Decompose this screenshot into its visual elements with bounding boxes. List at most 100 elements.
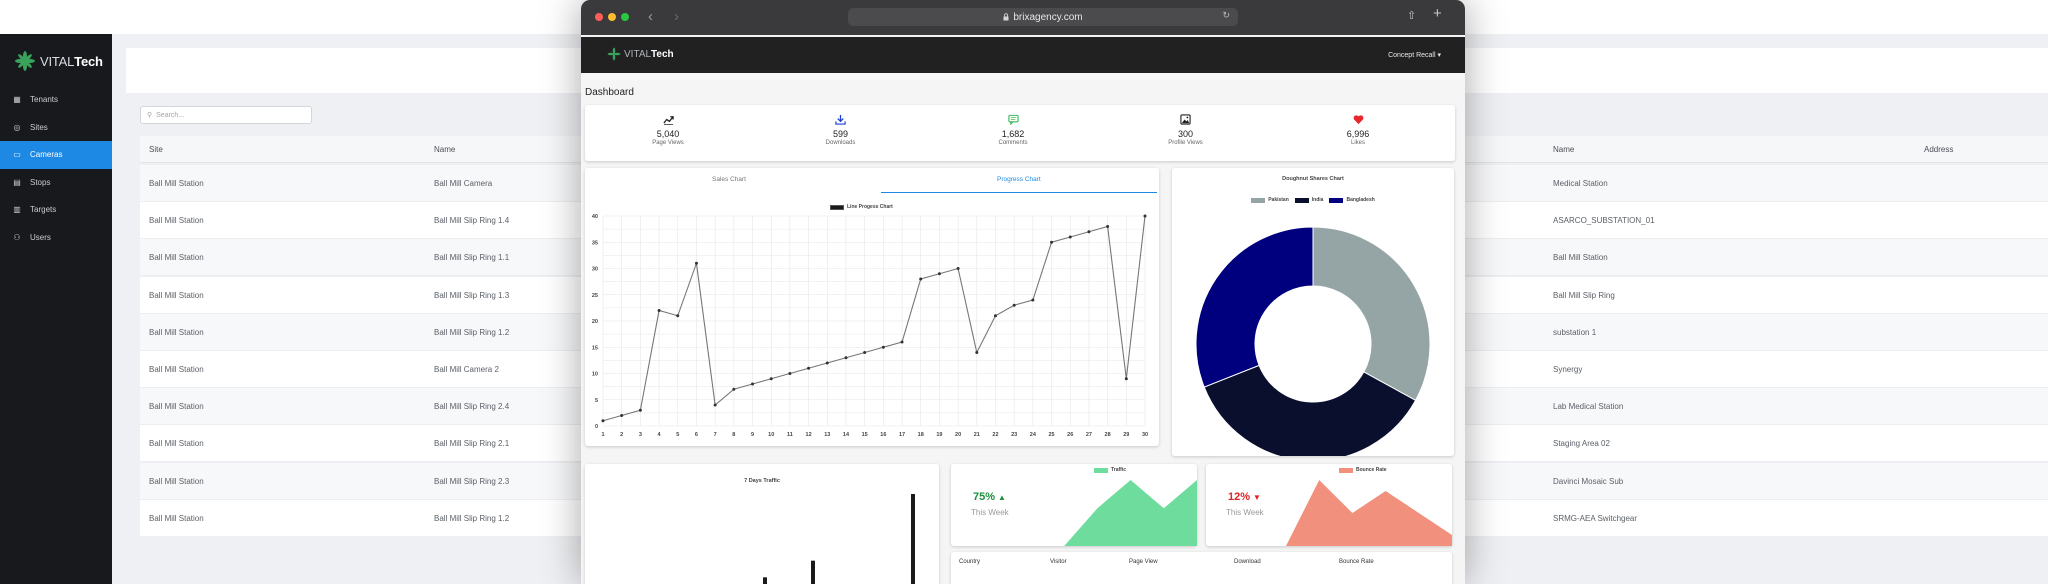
- sidebar-item-label: Sites: [30, 122, 48, 132]
- y-tick-label: 30: [592, 267, 598, 273]
- series-line: [602, 215, 1146, 422]
- sidebar-item-sites[interactable]: ◎ Sites: [0, 114, 112, 142]
- x-tick-label: 7: [714, 432, 717, 438]
- y-tick-label: 15: [592, 345, 598, 351]
- forward-arrow-icon[interactable]: ›: [674, 8, 679, 25]
- tab-progress-chart[interactable]: Progress Chart: [997, 176, 1041, 183]
- logo-suffix: Tech: [74, 53, 103, 69]
- leaf-logo-icon: [15, 51, 35, 71]
- traffic-bar[interactable]: [911, 494, 915, 584]
- browser-titlebar: ‹ › brixagency.com ↻ ⇧ +: [581, 0, 1465, 35]
- stat-label: Profile Views: [1168, 140, 1203, 146]
- area-fill: [1286, 480, 1452, 546]
- sidebar-item-cameras[interactable]: ▭ Cameras: [0, 141, 112, 169]
- close-window-button[interactable]: [595, 13, 603, 21]
- x-tick-label: 19: [936, 432, 942, 438]
- column-site[interactable]: Site: [149, 145, 163, 154]
- x-tick-label: 12: [806, 432, 812, 438]
- data-point: [993, 314, 997, 318]
- legend-swatch: [830, 204, 844, 210]
- column-name-2[interactable]: Name: [1553, 145, 1575, 154]
- data-point: [956, 267, 960, 270]
- background-logo: VITALTech: [14, 50, 103, 72]
- tab-sales-chart[interactable]: Sales Chart: [712, 176, 746, 183]
- cell-name: Ball Mill Slip Ring 2.1: [434, 439, 510, 449]
- column-download[interactable]: Download: [1234, 559, 1261, 565]
- x-tick-label: 15: [862, 432, 868, 438]
- stat-label: Page Views: [652, 140, 684, 146]
- data-point: [807, 366, 811, 370]
- cell-site: Ball Mill Station: [149, 513, 204, 523]
- cell-name2: Lab Medical Station: [1553, 402, 1624, 412]
- x-tick-label: 14: [843, 432, 850, 438]
- browser-window: ‹ › brixagency.com ↻ ⇧ + VITALTech Con: [581, 0, 1465, 584]
- background-nav: ▦ Tenants ◎ Sites ▭ Cameras ▤ Stops ▥ Targets ⚇ Use…: [0, 86, 112, 251]
- stat-label: Comments: [998, 140, 1028, 146]
- data-point: [1106, 225, 1110, 228]
- maximize-window-button[interactable]: [621, 13, 629, 21]
- cell-name: Ball Mill Camera: [434, 179, 493, 188]
- app-logo[interactable]: VITALTech: [607, 47, 674, 61]
- url-text: brixagency.com: [1013, 11, 1083, 23]
- sidebar-item-label: Cameras: [30, 150, 63, 160]
- column-page-view[interactable]: Page View: [1129, 559, 1158, 565]
- column-country[interactable]: Country: [959, 559, 981, 565]
- y-tick-label: 35: [592, 240, 598, 246]
- trending-up-icon: [613, 114, 723, 125]
- new-tab-icon[interactable]: +: [1433, 5, 1442, 22]
- data-point: [620, 414, 624, 417]
- legend-swatch: [1094, 467, 1108, 473]
- data-point: [900, 340, 904, 344]
- doughnut-slice-bangladesh[interactable]: [1195, 226, 1314, 388]
- column-address[interactable]: Address: [1924, 145, 1954, 154]
- x-tick-label: 13: [824, 432, 830, 438]
- cell-site: Ball Mill Station: [149, 402, 204, 412]
- back-arrow-icon[interactable]: ‹: [648, 8, 653, 25]
- sidebar-item-tenants[interactable]: ▦ Tenants: [0, 86, 112, 114]
- user-menu-dropdown[interactable]: Concept Recall ▾: [1388, 52, 1441, 59]
- sidebar-item-users[interactable]: ⚇ Users: [0, 224, 112, 252]
- traffic-bar[interactable]: [811, 560, 815, 584]
- y-tick-label: 25: [592, 293, 598, 299]
- legend-item-pakistan[interactable]: Pakistan: [1251, 197, 1289, 203]
- cell-name: Ball Mill Camera 2: [434, 365, 499, 374]
- doughnut-chart-title: Doughnut Shares Chart: [1282, 176, 1344, 182]
- legend-item-bangladesh[interactable]: Bangladesh: [1329, 197, 1375, 203]
- y-tick-label: 10: [592, 372, 598, 378]
- background-search-input[interactable]: ⚲ Search...: [140, 106, 312, 124]
- cell-name: Ball Mill Slip Ring 1.4: [434, 216, 510, 226]
- stat-value: 1,682: [1001, 129, 1025, 139]
- doughnut-slice-pakistan[interactable]: [1312, 226, 1431, 402]
- lock-icon: [1003, 13, 1009, 21]
- column-name[interactable]: Name: [434, 145, 456, 154]
- data-point: [601, 419, 605, 423]
- data-point: [1124, 377, 1128, 381]
- doughnut-slice-india[interactable]: [1203, 364, 1417, 456]
- country-table-card: Country Visitor Page View Download Bounce Ra…: [951, 552, 1452, 584]
- reload-icon[interactable]: ↻: [1222, 10, 1230, 20]
- stat-comments: 1,682 Comments: [958, 105, 1068, 146]
- column-visitor[interactable]: Visitor: [1050, 559, 1067, 565]
- column-bounce-rate[interactable]: Bounce Rate: [1339, 559, 1374, 565]
- traffic-bar[interactable]: [763, 577, 767, 584]
- cell-name: Ball Mill Slip Ring 1.3: [434, 290, 510, 300]
- sidebar-item-label: Tenants: [30, 95, 59, 105]
- data-point: [1143, 214, 1147, 218]
- seven-days-traffic-card: 7 Days Traffic: [585, 464, 939, 584]
- address-bar[interactable]: brixagency.com ↻: [848, 8, 1238, 26]
- x-tick-label: 30: [1142, 432, 1148, 438]
- x-tick-label: 1: [601, 432, 604, 438]
- minimize-window-button[interactable]: [608, 13, 616, 21]
- sidebar-item-stops[interactable]: ▤ Stops: [0, 169, 112, 197]
- legend-label: Line Progess Chart: [847, 204, 893, 210]
- stat-value: 5,040: [656, 129, 680, 139]
- x-tick-label: 28: [1105, 432, 1111, 438]
- traffic-card: Traffic 75% ▲ This Week: [951, 464, 1197, 546]
- background-sidebar: VITALTech ▦ Tenants ◎ Sites ▭ Cameras ▤ Stops ▥ T…: [0, 34, 112, 584]
- y-tick-label: 0: [595, 424, 598, 430]
- share-icon[interactable]: ⇧: [1407, 10, 1417, 22]
- data-point: [1012, 303, 1016, 307]
- sidebar-item-targets[interactable]: ▥ Targets: [0, 196, 112, 224]
- legend-item-india[interactable]: India: [1294, 197, 1323, 203]
- data-point: [1087, 230, 1091, 234]
